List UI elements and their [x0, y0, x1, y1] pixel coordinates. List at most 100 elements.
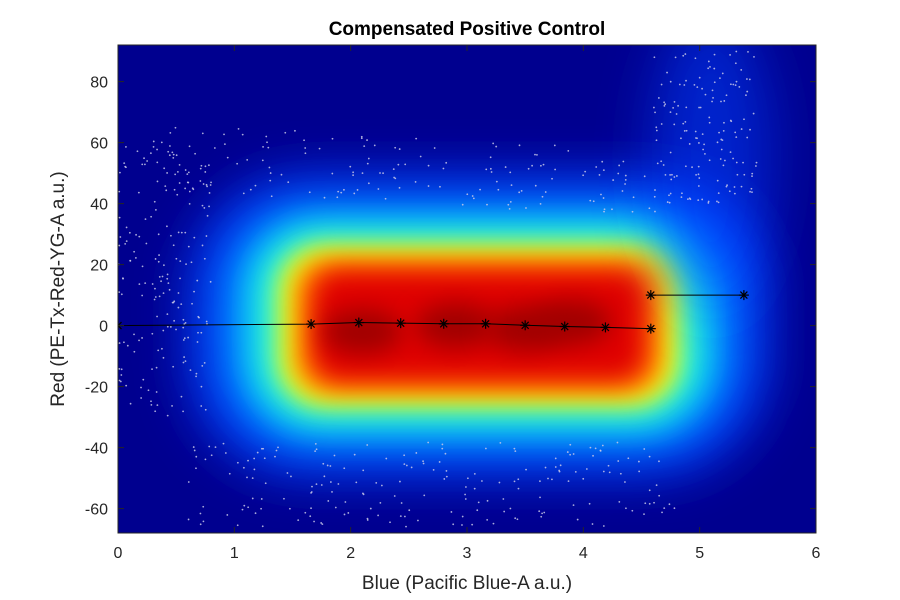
outlier-point — [721, 72, 724, 75]
outlier-point — [209, 184, 212, 186]
outlier-point — [711, 100, 713, 103]
outlier-point — [513, 480, 516, 483]
outlier-point — [725, 94, 728, 97]
outlier-point — [178, 182, 181, 184]
outlier-point — [120, 293, 123, 296]
outlier-point — [617, 460, 620, 462]
outlier-point — [471, 195, 474, 197]
outlier-point — [753, 55, 755, 58]
outlier-point — [310, 492, 312, 494]
series-line-0 — [118, 322, 651, 330]
x-tick-label: 5 — [695, 545, 704, 562]
outlier-point — [309, 515, 312, 518]
outlier-point — [180, 395, 183, 398]
outlier-point — [517, 478, 520, 481]
outlier-point — [196, 279, 199, 282]
outlier-point — [602, 470, 605, 473]
outlier-point — [400, 502, 403, 504]
outlier-point — [327, 500, 330, 502]
outlier-point — [183, 356, 186, 358]
outlier-point — [184, 187, 187, 190]
outlier-point — [373, 144, 376, 147]
outlier-point — [682, 54, 685, 57]
outlier-point — [684, 120, 687, 123]
outlier-point — [733, 192, 736, 195]
y-axis-label: Red (PE-Tx-Red-YG-A a.u.) — [48, 171, 69, 406]
outlier-point — [264, 482, 267, 485]
outlier-point — [655, 139, 658, 142]
x-tick-label: 0 — [114, 545, 123, 562]
outlier-point — [175, 154, 178, 157]
outlier-point — [464, 493, 466, 496]
outlier-point — [267, 146, 270, 149]
outlier-point — [202, 520, 205, 523]
outlier-point — [362, 469, 365, 472]
outlier-point — [167, 282, 170, 285]
outlier-point — [283, 497, 285, 500]
outlier-point — [322, 462, 325, 465]
outlier-point — [518, 191, 521, 194]
outlier-point — [408, 509, 411, 512]
outlier-point — [237, 127, 240, 130]
outlier-point — [119, 380, 122, 383]
outlier-point — [697, 199, 700, 202]
outlier-point — [697, 185, 700, 187]
outlier-point — [171, 151, 174, 154]
outlier-point — [671, 173, 673, 176]
outlier-point — [355, 481, 358, 484]
outlier-point — [361, 172, 364, 175]
outlier-point — [162, 329, 165, 332]
outlier-point — [695, 137, 697, 139]
outlier-point — [553, 144, 556, 147]
outlier-point — [717, 201, 720, 204]
outlier-point — [304, 147, 307, 149]
outlier-point — [356, 189, 359, 191]
outlier-point — [486, 203, 488, 206]
series-point — [645, 323, 656, 334]
outlier-point — [169, 145, 171, 147]
outlier-point — [543, 511, 546, 514]
outlier-point — [297, 519, 300, 522]
outlier-point — [202, 505, 205, 508]
outlier-point — [157, 260, 160, 263]
outlier-point — [682, 122, 685, 125]
x-axis-ticks: 0 1 2 3 4 5 6 — [114, 45, 821, 562]
outlier-point — [707, 200, 710, 203]
outlier-point — [398, 148, 401, 150]
outlier-points — [118, 50, 758, 528]
outlier-point — [675, 113, 678, 115]
outlier-point — [419, 155, 422, 158]
plot-area — [118, 45, 816, 533]
outlier-point — [160, 141, 163, 144]
outlier-point — [176, 193, 179, 196]
outlier-point — [284, 131, 287, 134]
outlier-point — [719, 77, 721, 80]
outlier-point — [254, 184, 257, 187]
outlier-point — [702, 148, 705, 151]
outlier-point — [405, 525, 407, 528]
outlier-point — [748, 78, 751, 81]
outlier-point — [120, 374, 123, 376]
x-tick-label: 4 — [579, 545, 588, 562]
outlier-point — [612, 179, 615, 181]
outlier-point — [445, 470, 448, 472]
outlier-point — [751, 175, 753, 178]
outlier-point — [746, 78, 748, 80]
outlier-point — [308, 191, 311, 194]
outlier-point — [720, 148, 723, 151]
outlier-point — [201, 204, 204, 207]
outlier-point — [166, 273, 169, 276]
outlier-point — [699, 106, 702, 109]
outlier-point — [747, 50, 749, 53]
outlier-point — [184, 360, 187, 362]
outlier-point — [680, 137, 682, 140]
outlier-point — [654, 210, 656, 213]
outlier-point — [627, 457, 630, 460]
outlier-point — [178, 163, 181, 166]
outlier-point — [415, 137, 418, 140]
outlier-point — [294, 129, 296, 132]
outlier-point — [653, 501, 655, 504]
outlier-point — [722, 164, 725, 167]
outlier-point — [187, 245, 190, 248]
